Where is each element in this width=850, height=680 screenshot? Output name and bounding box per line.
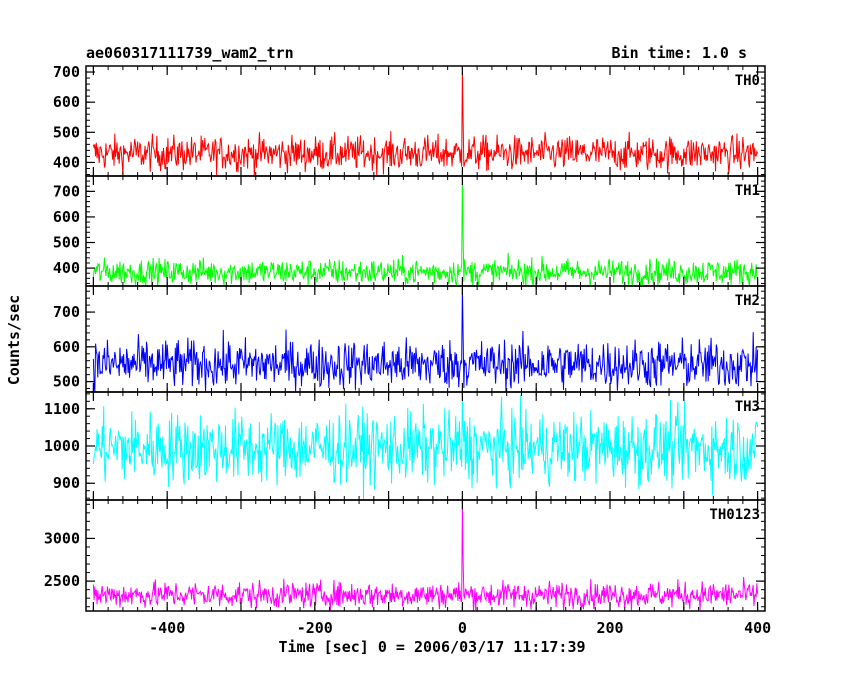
y-tick-label: 700 bbox=[53, 63, 80, 81]
y-tick-label: 2500 bbox=[44, 572, 80, 590]
y-tick-label: 3000 bbox=[44, 529, 80, 547]
y-tick-label: 900 bbox=[53, 474, 80, 492]
x-tick-label: 0 bbox=[458, 619, 467, 637]
y-tick-label: 1000 bbox=[44, 437, 80, 455]
y-tick-label: 600 bbox=[53, 208, 80, 226]
y-tick-label: 600 bbox=[53, 338, 80, 356]
panel-label-th0: TH0 bbox=[735, 73, 760, 89]
panel-label-th0123: TH0123 bbox=[709, 507, 760, 523]
x-axis-label: Time [sec] 0 = 2006/03/17 11:17:39 bbox=[278, 638, 586, 656]
x-tick-label: 400 bbox=[744, 619, 771, 637]
y-tick-label: 700 bbox=[53, 303, 80, 321]
series-line-th2 bbox=[92, 285, 759, 393]
series-line-th0 bbox=[92, 65, 759, 177]
panel-label-th3: TH3 bbox=[735, 399, 760, 415]
series-line-th1 bbox=[92, 175, 759, 287]
x-tick-label: -400 bbox=[149, 619, 185, 637]
x-tick-label: 200 bbox=[596, 619, 623, 637]
bin-time-label: Bin time: 1.0 s bbox=[611, 44, 747, 62]
panel-label-th1: TH1 bbox=[735, 183, 760, 199]
x-tick-label: -200 bbox=[297, 619, 333, 637]
y-tick-label: 500 bbox=[53, 234, 80, 252]
y-tick-label: 700 bbox=[53, 182, 80, 200]
y-tick-label: 400 bbox=[53, 259, 80, 277]
series-line-th3 bbox=[92, 391, 759, 501]
y-tick-label: 600 bbox=[53, 93, 80, 111]
y-tick-label: 1100 bbox=[44, 400, 80, 418]
y-tick-label: 500 bbox=[53, 123, 80, 141]
y-tick-label: 400 bbox=[53, 153, 80, 171]
panel-label-th2: TH2 bbox=[735, 293, 760, 309]
series-line-th0123 bbox=[92, 499, 759, 612]
y-tick-label: 500 bbox=[53, 373, 80, 391]
chart-title: ae060317111739_wam2_trn bbox=[86, 44, 294, 62]
